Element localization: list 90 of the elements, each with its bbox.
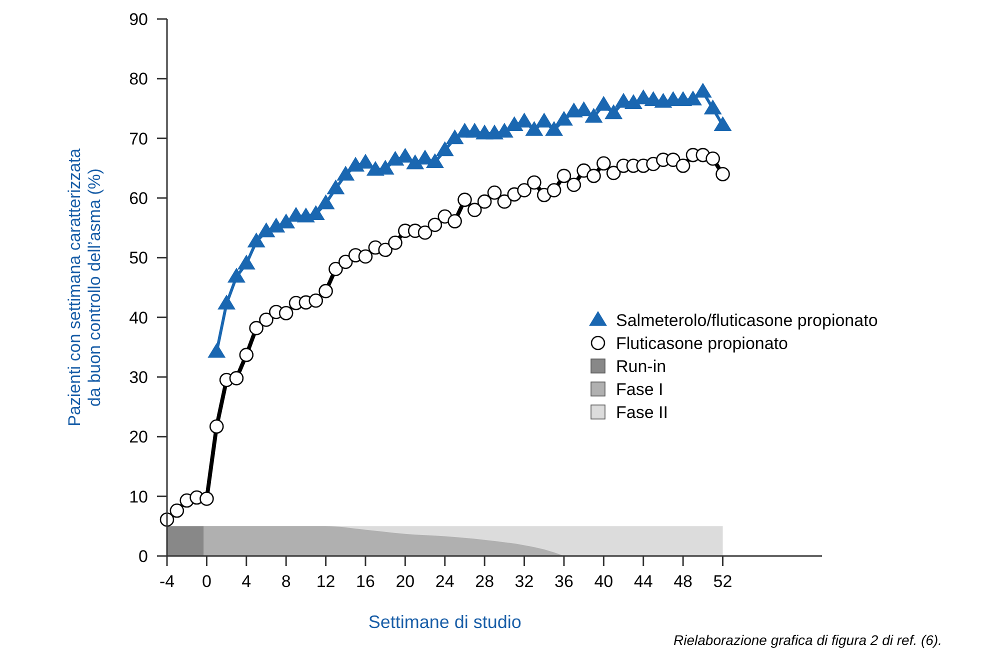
legend-label: Salmeterolo/fluticasone propionato — [616, 311, 878, 330]
point — [666, 152, 680, 167]
point — [566, 178, 582, 192]
x-tick-label: 48 — [674, 572, 693, 591]
y-tick-label: 0 — [138, 547, 148, 566]
x-tick-label: 16 — [356, 572, 375, 591]
y-tick-label: 60 — [129, 189, 148, 208]
x-tick-label: 8 — [281, 572, 291, 591]
point — [257, 222, 276, 238]
point — [716, 166, 730, 182]
x-tick-label: 24 — [435, 572, 454, 591]
legend-label: Fase I — [616, 380, 664, 399]
point — [487, 185, 502, 200]
x-tick-label: 12 — [316, 572, 336, 591]
point — [227, 268, 246, 283]
point — [249, 320, 264, 336]
point — [428, 218, 442, 232]
point — [229, 371, 244, 386]
point — [586, 168, 601, 184]
x-tick-label: 52 — [713, 572, 732, 591]
point — [477, 194, 492, 209]
point — [247, 232, 266, 248]
point — [694, 82, 712, 98]
point — [338, 254, 353, 269]
point — [624, 94, 642, 109]
point — [436, 141, 454, 156]
x-tick-label: 40 — [594, 572, 614, 591]
point — [326, 179, 345, 194]
x-tick-label: -4 — [159, 572, 175, 591]
legend-label: Fluticasone propionato — [616, 334, 788, 353]
point — [358, 249, 373, 264]
point — [545, 120, 564, 136]
point — [556, 168, 572, 184]
point — [606, 166, 621, 180]
point — [426, 153, 444, 168]
y-tick-label: 30 — [129, 368, 148, 387]
point — [237, 254, 256, 270]
point — [316, 194, 335, 210]
y-tick-label: 50 — [129, 248, 148, 268]
y-tick-label: 10 — [129, 487, 148, 506]
point — [497, 194, 512, 209]
point — [676, 158, 690, 173]
point — [517, 183, 532, 198]
y-axis-title: Pazienti con settimana caratterizzata da buon controllo dell’asma (%) — [65, 148, 104, 426]
point — [336, 166, 355, 181]
x-tick-label: 36 — [554, 572, 574, 591]
point — [525, 120, 544, 136]
point — [446, 129, 464, 144]
x-tick-label: 20 — [396, 572, 415, 591]
point — [259, 312, 274, 327]
point — [714, 116, 732, 132]
point — [584, 108, 603, 123]
point — [388, 236, 402, 250]
x-tick-label: 44 — [634, 572, 653, 591]
point — [218, 294, 236, 310]
y-tick-label: 40 — [129, 308, 148, 328]
y-tick-label: 20 — [129, 428, 148, 447]
point — [604, 104, 623, 120]
y-tick-label: 90 — [129, 10, 148, 29]
point — [308, 293, 324, 308]
point — [378, 242, 392, 258]
point — [418, 225, 432, 240]
point — [535, 112, 554, 128]
point — [554, 110, 573, 126]
point — [318, 284, 333, 298]
x-tick-label: 4 — [242, 572, 252, 591]
text: Rielaborazione grafica di figura 2 di ref. (6). — [674, 632, 942, 648]
point — [458, 192, 472, 207]
point — [278, 306, 294, 320]
point — [468, 202, 482, 218]
y-tick-label: 70 — [129, 129, 148, 148]
point — [706, 151, 720, 166]
point — [448, 214, 462, 228]
point — [596, 156, 611, 171]
point — [704, 100, 722, 114]
point — [328, 262, 343, 276]
x-tick-label: 0 — [202, 572, 212, 591]
x-tick-label: 32 — [514, 572, 534, 591]
point — [527, 175, 542, 190]
x-axis-title: Settimane di studio — [368, 612, 522, 632]
legend-label: Run-in — [616, 357, 666, 376]
point — [170, 504, 184, 518]
y-tick-label: 80 — [129, 70, 148, 89]
point — [239, 348, 254, 362]
legend-label: Fase II — [616, 403, 668, 422]
point — [209, 419, 224, 434]
x-tick-label: 28 — [475, 572, 494, 591]
point — [546, 183, 562, 198]
point — [594, 96, 613, 111]
point — [200, 492, 214, 506]
